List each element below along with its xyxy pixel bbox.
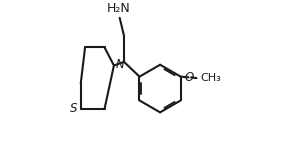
Text: S: S (70, 102, 77, 115)
Text: H₂N: H₂N (107, 2, 131, 15)
Text: O: O (185, 71, 194, 84)
Text: N: N (116, 58, 124, 71)
Text: CH₃: CH₃ (201, 73, 221, 83)
